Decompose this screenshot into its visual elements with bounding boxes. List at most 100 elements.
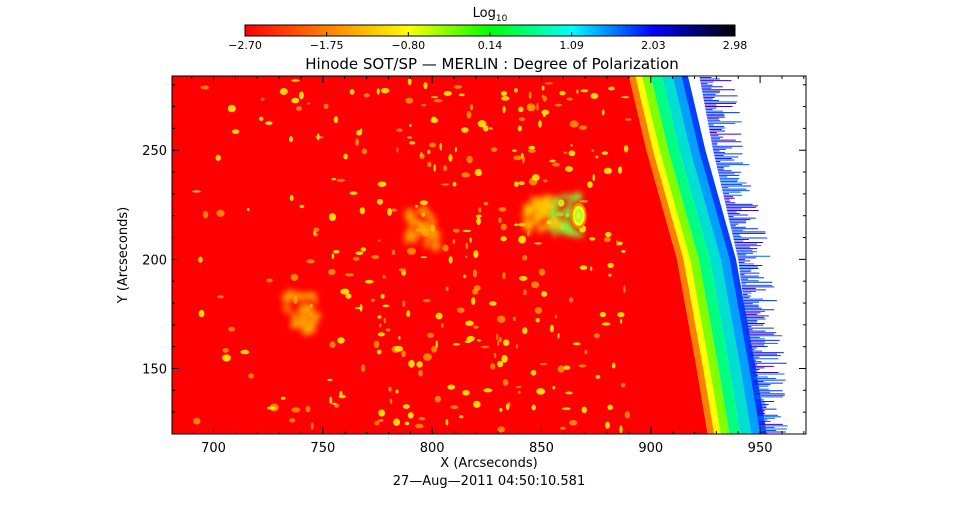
plage-speckle (192, 190, 201, 193)
plage-speckle (466, 110, 472, 119)
sunspot-ring (576, 212, 581, 219)
plage-speckle (445, 419, 449, 426)
plage-region (521, 194, 562, 236)
plage-speckle (404, 421, 410, 426)
plage-speckle (497, 426, 505, 433)
plage-speckle (536, 102, 539, 111)
plage-speckle (570, 144, 573, 147)
plage-speckle (458, 93, 465, 97)
colorbar-tick-label: 2.03 (641, 39, 666, 52)
plage-speckle (448, 154, 453, 162)
plage-speckle (489, 301, 497, 306)
plage-speckle (617, 166, 623, 174)
plage-speckle (349, 191, 358, 195)
plage-speckle (530, 369, 537, 376)
plage-speckle (453, 85, 463, 89)
plage-speckle (427, 161, 432, 168)
plage-speckle (559, 90, 566, 96)
plage-speckle (565, 201, 573, 212)
plage-speckle (541, 85, 545, 91)
plage-speckle (563, 151, 568, 154)
plage-speckle (515, 344, 518, 349)
plage-speckle (531, 174, 540, 181)
plage-speckle (415, 423, 424, 429)
plage-speckle (452, 239, 456, 244)
plage-speckle (382, 275, 386, 279)
plage-speckle (416, 207, 422, 216)
plage-speckle (222, 348, 229, 353)
plage-speckle (391, 208, 398, 212)
plage-speckle (469, 237, 472, 243)
plage-speckle (463, 274, 467, 279)
plage-speckle (595, 374, 601, 379)
colorbar-tick-label: 1.09 (559, 39, 584, 52)
plage-speckle (591, 149, 594, 152)
plage-speckle (566, 97, 573, 101)
x-tick-label: 850 (529, 441, 554, 456)
plage-speckle (328, 213, 337, 221)
plage-speckle (478, 207, 482, 213)
plage-speckle (568, 150, 576, 157)
plage-speckle (396, 128, 403, 132)
plage-speckle (590, 92, 599, 100)
plage-speckle (531, 281, 540, 289)
plage-speckle (452, 228, 460, 233)
plage-speckle (406, 310, 411, 318)
plage-speckle (501, 96, 510, 101)
plage-speckle (625, 118, 632, 121)
plage-speckle (258, 116, 264, 121)
plage-speckle (431, 345, 437, 353)
plage-speckle (619, 425, 623, 434)
plage-speckle (565, 222, 573, 234)
plage-speckle (542, 179, 548, 183)
plage-speckle (435, 340, 438, 348)
solar-disk (172, 76, 708, 434)
plage-speckle (503, 339, 510, 346)
plage-speckle (483, 201, 489, 206)
plage-speckle (477, 120, 487, 128)
plage-speckle (518, 181, 525, 186)
plage-speckle (522, 156, 525, 164)
plage-speckle (349, 89, 355, 95)
plage-speckle (290, 311, 297, 319)
plage-speckle (568, 297, 574, 303)
x-tick-label: 900 (638, 441, 663, 456)
plage-speckle (561, 407, 571, 410)
plage-speckle (441, 323, 444, 328)
chart-title: Hinode SOT/SP — MERLIN : Degree of Polar… (305, 55, 679, 73)
plage-speckle (293, 291, 304, 303)
plage-speckle (378, 409, 386, 417)
plage-speckle (502, 379, 509, 386)
plage-speckle (514, 181, 519, 187)
colorbar-label-subscript: 10 (496, 14, 508, 24)
plage-speckle (552, 162, 560, 167)
plage-speckle (420, 152, 423, 157)
plage-speckle (554, 103, 563, 107)
plage-speckle (388, 386, 392, 392)
plage-speckle (462, 229, 472, 233)
plage-speckle (500, 90, 508, 96)
plage-speckle (593, 333, 600, 339)
plage-speckle (260, 97, 265, 101)
plage-speckle (513, 155, 523, 161)
plage-speckle (299, 204, 305, 209)
plage-speckle (534, 307, 543, 314)
plage-speckle (580, 89, 589, 93)
plage-speckle (377, 332, 385, 337)
plage-speckle (422, 353, 432, 361)
plage-speckle (363, 93, 370, 98)
plage-speckle (403, 230, 416, 239)
plot-frame (171, 75, 807, 435)
plage-speckle (528, 145, 536, 150)
plage-speckle (473, 285, 481, 291)
plage-speckle (365, 279, 374, 284)
plage-speckle (497, 360, 504, 368)
plage-speckle (280, 396, 286, 400)
y-axis-label: Y (Arcseconds) (116, 207, 131, 304)
limb-band (681, 76, 767, 434)
plage-speckle (228, 326, 235, 332)
plage-speckle (355, 251, 364, 256)
plage-speckle (360, 364, 366, 372)
plage-speckle (248, 373, 254, 379)
plage-speckle (378, 418, 384, 423)
